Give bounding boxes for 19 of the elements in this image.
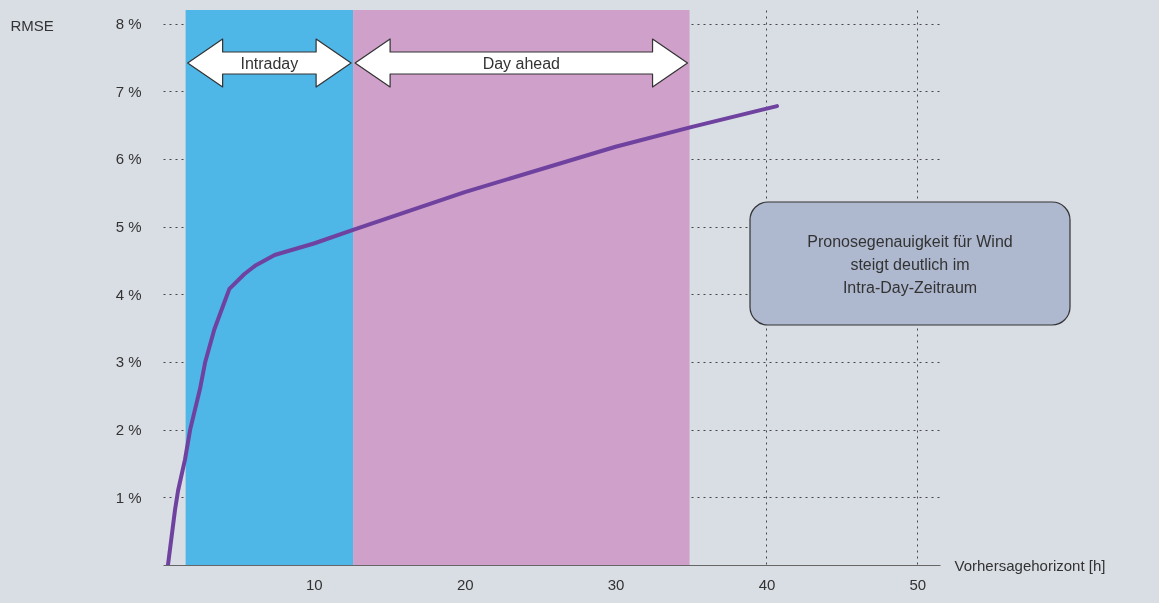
x-tick-label: 40	[758, 575, 776, 593]
y-tick-label: 2 %	[115, 421, 142, 439]
x-tick-label: 20	[456, 575, 474, 593]
x-tick-label: 50	[909, 575, 927, 593]
line-series	[165, 104, 780, 565]
y-tick-label: 7 %	[115, 82, 142, 100]
band-label: Day ahead	[482, 55, 561, 72]
y-tick-label: 4 %	[115, 285, 142, 303]
y-tick-label: 5 %	[115, 218, 142, 236]
y-axis-title: RMSE	[10, 16, 54, 34]
annotation: Pronosegenauigkeit für Wind steigt deutlich im Intra-Day-Zeitraum	[807, 232, 1013, 296]
x-tick-label: 30	[607, 575, 625, 593]
y-tick-label: 1 %	[115, 488, 142, 506]
x-axis-title: Vorhersagehorizont [h]	[954, 556, 1106, 574]
x-tick-label: 10	[306, 575, 323, 593]
y-tick-label: 3 %	[115, 353, 142, 371]
y-tick-label: 6 %	[115, 150, 142, 168]
y-tick-label: 8 %	[115, 15, 142, 33]
band-label: Intraday	[240, 55, 299, 72]
